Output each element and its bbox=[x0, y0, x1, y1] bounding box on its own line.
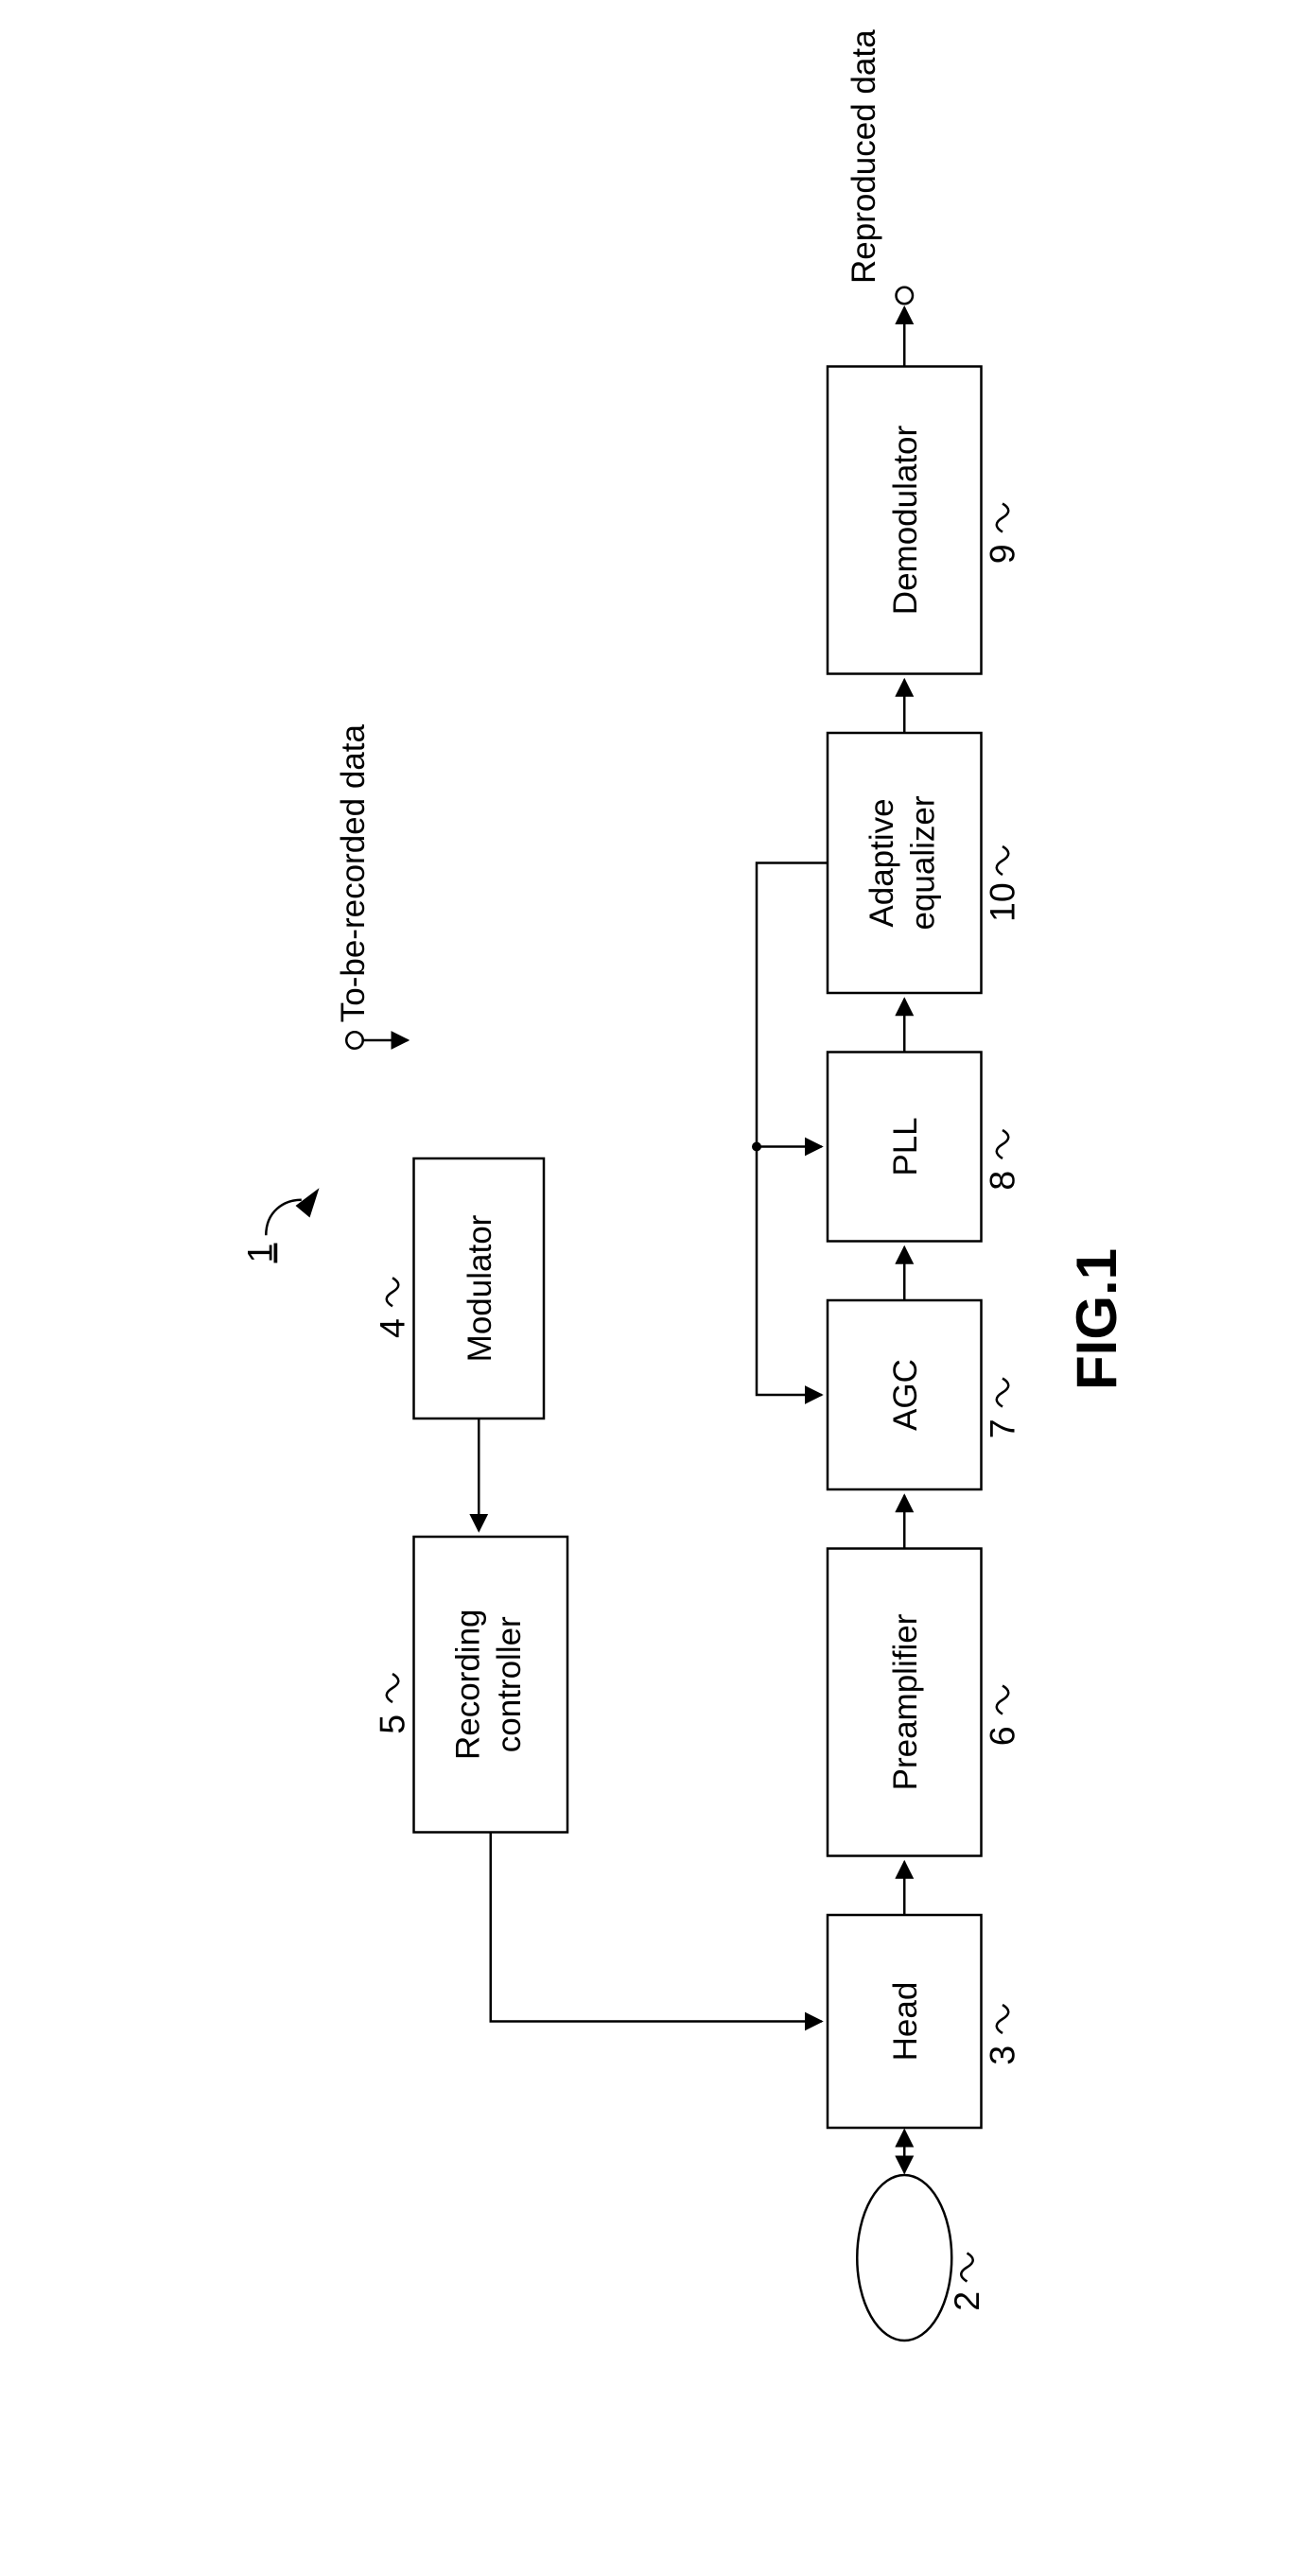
ref-tilde-10 bbox=[997, 846, 1009, 875]
feedback-path bbox=[757, 863, 828, 1396]
ref-tilde-9 bbox=[997, 504, 1009, 532]
adapteq-label-2: equalizer bbox=[905, 795, 942, 930]
preamp-label: Preamplifier bbox=[887, 1613, 924, 1790]
ref-tilde-3 bbox=[997, 2005, 1009, 2033]
recctrl-label-1: Recording bbox=[449, 1609, 486, 1760]
ref-10: 10 bbox=[983, 882, 1022, 922]
recctrl-label-2: controller bbox=[491, 1616, 528, 1752]
ref-4: 4 bbox=[373, 1318, 412, 1338]
disk bbox=[857, 2175, 951, 2341]
agc-label: AGC bbox=[887, 1359, 924, 1431]
ref-tilde-4 bbox=[387, 1278, 399, 1306]
ref-8: 8 bbox=[983, 1171, 1022, 1191]
ref-3: 3 bbox=[983, 2045, 1022, 2065]
output-terminal bbox=[897, 287, 914, 305]
figure-caption: FIG.1 bbox=[1065, 1248, 1128, 1390]
output-label: Reproduced data bbox=[846, 29, 882, 284]
ref-tilde-5 bbox=[387, 1674, 399, 1702]
ref-6: 6 bbox=[983, 1726, 1022, 1746]
ref-7: 7 bbox=[983, 1419, 1022, 1438]
modulator-label: Modulator bbox=[462, 1214, 498, 1362]
ref-tilde-2 bbox=[961, 2254, 973, 2282]
head-label: Head bbox=[887, 1982, 924, 2062]
adapteq-label-1: Adaptive bbox=[863, 798, 900, 927]
system-ref-label: 1 bbox=[240, 1244, 280, 1263]
ref-2: 2 bbox=[947, 2291, 986, 2311]
pll-label: PLL bbox=[887, 1117, 924, 1175]
ref-9: 9 bbox=[983, 544, 1022, 564]
ref-tilde-7 bbox=[997, 1379, 1009, 1407]
ref-tilde-6 bbox=[997, 1686, 1009, 1714]
ref-tilde-8 bbox=[997, 1130, 1009, 1158]
ref-5: 5 bbox=[373, 1714, 412, 1734]
input-label: To-be-recorded data bbox=[335, 724, 372, 1023]
input-terminal bbox=[346, 1032, 363, 1049]
demod-label: Demodulator bbox=[887, 425, 924, 615]
